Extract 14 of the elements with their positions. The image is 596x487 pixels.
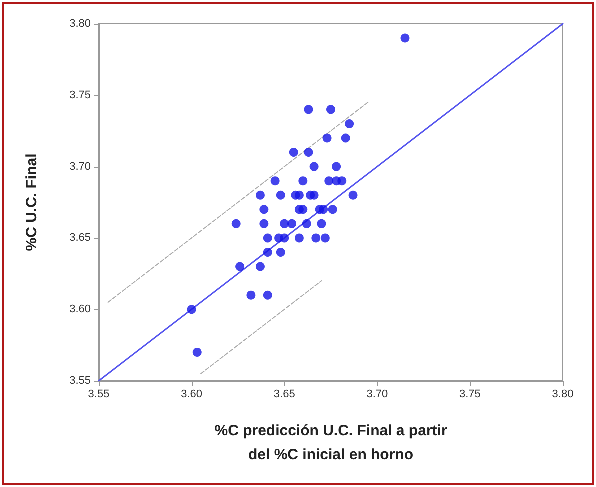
x-axis-title: %C predicción U.C. Final a partir del %C inicial en horno [214,422,448,464]
x-tick-label: 3.75 [459,388,481,400]
x-tick-label: 3.55 [88,388,110,400]
y-tick-label: 3.60 [70,304,91,316]
y-tick-label: 3.55 [70,375,91,387]
y-tick-label: 3.65 [70,232,91,244]
x-tick-label: 3.80 [552,388,574,400]
x-tick-label: 3.70 [366,388,388,400]
y-tick-label: 3.80 [70,18,91,30]
y-tick-label: 3.70 [70,160,91,173]
x-tick-label: 3.60 [181,388,203,400]
x-tick-label: 3.65 [274,388,296,400]
y-tick-label: 3.75 [70,89,91,102]
y-axis-title: %C U.C. Final [24,154,40,252]
